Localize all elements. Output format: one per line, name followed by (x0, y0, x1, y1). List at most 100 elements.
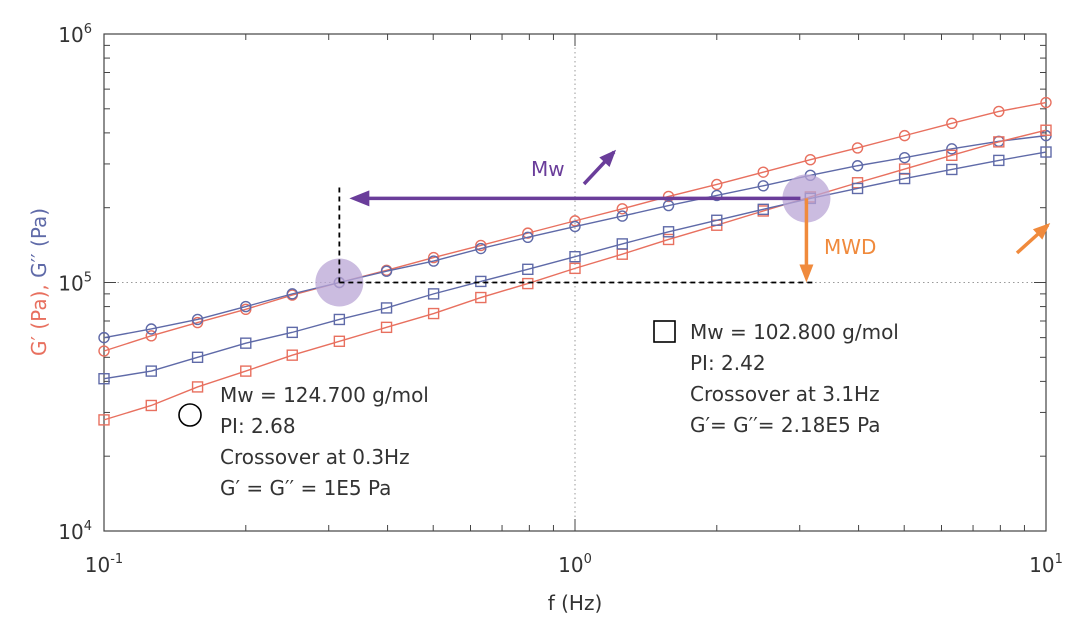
circle-point (240, 300, 252, 313)
square-point (98, 373, 110, 385)
square-point (475, 291, 487, 304)
square-point (286, 326, 298, 339)
square-point (240, 365, 252, 377)
circle-point (757, 180, 769, 192)
circle-point (662, 190, 675, 203)
square-point (993, 136, 1005, 148)
circle-point (711, 178, 723, 191)
square-point (946, 149, 958, 161)
circle-point (993, 105, 1005, 118)
square-point (757, 203, 769, 216)
circle-point (98, 331, 110, 344)
square-point (427, 288, 440, 300)
square-point (380, 321, 393, 334)
circle-point (711, 189, 723, 202)
x-tick-label: 10-1 (85, 552, 123, 577)
circle-point (757, 166, 769, 178)
circle-point (427, 255, 440, 267)
circle-annotation-line: G′ = G′′ = 1E5 Pa (220, 476, 391, 500)
circle-annotation-line: Mw = 124.700 g/mol (220, 383, 429, 407)
square-point (522, 263, 534, 276)
square-annotation-line: G′= G′′= 2.18E5 Pa (690, 413, 881, 437)
mw-increase-arrow-head (599, 149, 617, 168)
circle-point (191, 313, 204, 326)
series-line (103, 151, 1047, 380)
circle-point (946, 117, 958, 130)
square-point (851, 177, 864, 189)
circle-point (427, 251, 440, 264)
square-point (380, 302, 393, 314)
mw-shift-arrowhead (349, 190, 370, 207)
square-point (240, 337, 252, 349)
circle-point (475, 239, 487, 252)
square-point (522, 277, 534, 290)
circle-point (475, 242, 487, 255)
circle-point (191, 316, 204, 329)
square-legend-marker (653, 320, 676, 343)
circle-point (946, 143, 958, 155)
square-point (145, 365, 157, 377)
square-point (286, 349, 298, 361)
circle-point (286, 288, 298, 300)
mwd-arrowhead (799, 264, 814, 283)
x-tick-label: 100 (558, 552, 592, 577)
square-point (662, 226, 675, 238)
x-axis-title: f (Hz) (548, 591, 603, 615)
square-point (898, 172, 911, 185)
square-point (1040, 124, 1052, 136)
circle-point (380, 265, 393, 277)
circle-point (898, 151, 911, 164)
square-point (475, 275, 487, 288)
circle-point (98, 345, 110, 357)
square-point (711, 214, 723, 226)
circle-point (851, 160, 864, 172)
square-point (427, 307, 440, 320)
circle-point (898, 129, 911, 142)
plot-frame (103, 33, 1047, 532)
square-point (145, 399, 157, 412)
annotation-layer (315, 149, 1051, 307)
series-line (103, 134, 1047, 339)
square-point (851, 182, 864, 195)
square-point (569, 262, 581, 275)
square-annotation-line: PI: 2.42 (690, 351, 766, 375)
circle-point (616, 210, 628, 222)
square-point (946, 163, 958, 176)
circle-annotation-line: PI: 2.68 (220, 414, 296, 438)
y-tick-label: 105 (58, 271, 92, 296)
square-point (191, 381, 204, 393)
circle-point (616, 203, 628, 215)
circle-legend-marker (178, 403, 202, 427)
circle-point (851, 142, 864, 154)
circle-point (522, 227, 534, 239)
mw-label: Mw (531, 157, 565, 181)
square-point (98, 414, 110, 426)
series-line (103, 129, 1047, 421)
y-tick-label: 106 (58, 22, 92, 47)
square-point (191, 351, 204, 364)
x-tick-label: 101 (1029, 552, 1063, 577)
mwd-label: MWD (824, 235, 876, 259)
square-point (993, 154, 1005, 167)
square-point (333, 335, 346, 347)
circle-annotation-line: Crossover at 0.3Hz (220, 445, 410, 469)
square-point (662, 233, 675, 246)
circle-point (145, 330, 157, 342)
mwd-increase-arrow-head (1032, 222, 1051, 240)
square-annotation-line: Mw = 102.800 g/mol (690, 320, 899, 344)
square-point (569, 251, 581, 263)
square-point (616, 238, 628, 250)
circle-point (662, 199, 675, 212)
y-axis-title: G′ (Pa), G′′ (Pa) (27, 208, 51, 356)
label-layer: 10-1 100 101 104 105 106 f (Hz) G′ (Pa), G′′ (P… (27, 22, 1063, 615)
square-annotation-line: Crossover at 3.1Hz (690, 382, 880, 406)
circle-point (569, 220, 581, 233)
square-point (1040, 146, 1052, 158)
y-tick-label: 104 (58, 519, 92, 544)
circle-point (145, 323, 157, 335)
circle-point (1040, 96, 1052, 109)
square-point (333, 313, 346, 326)
circle-point (804, 154, 817, 166)
circle-point (522, 231, 534, 244)
